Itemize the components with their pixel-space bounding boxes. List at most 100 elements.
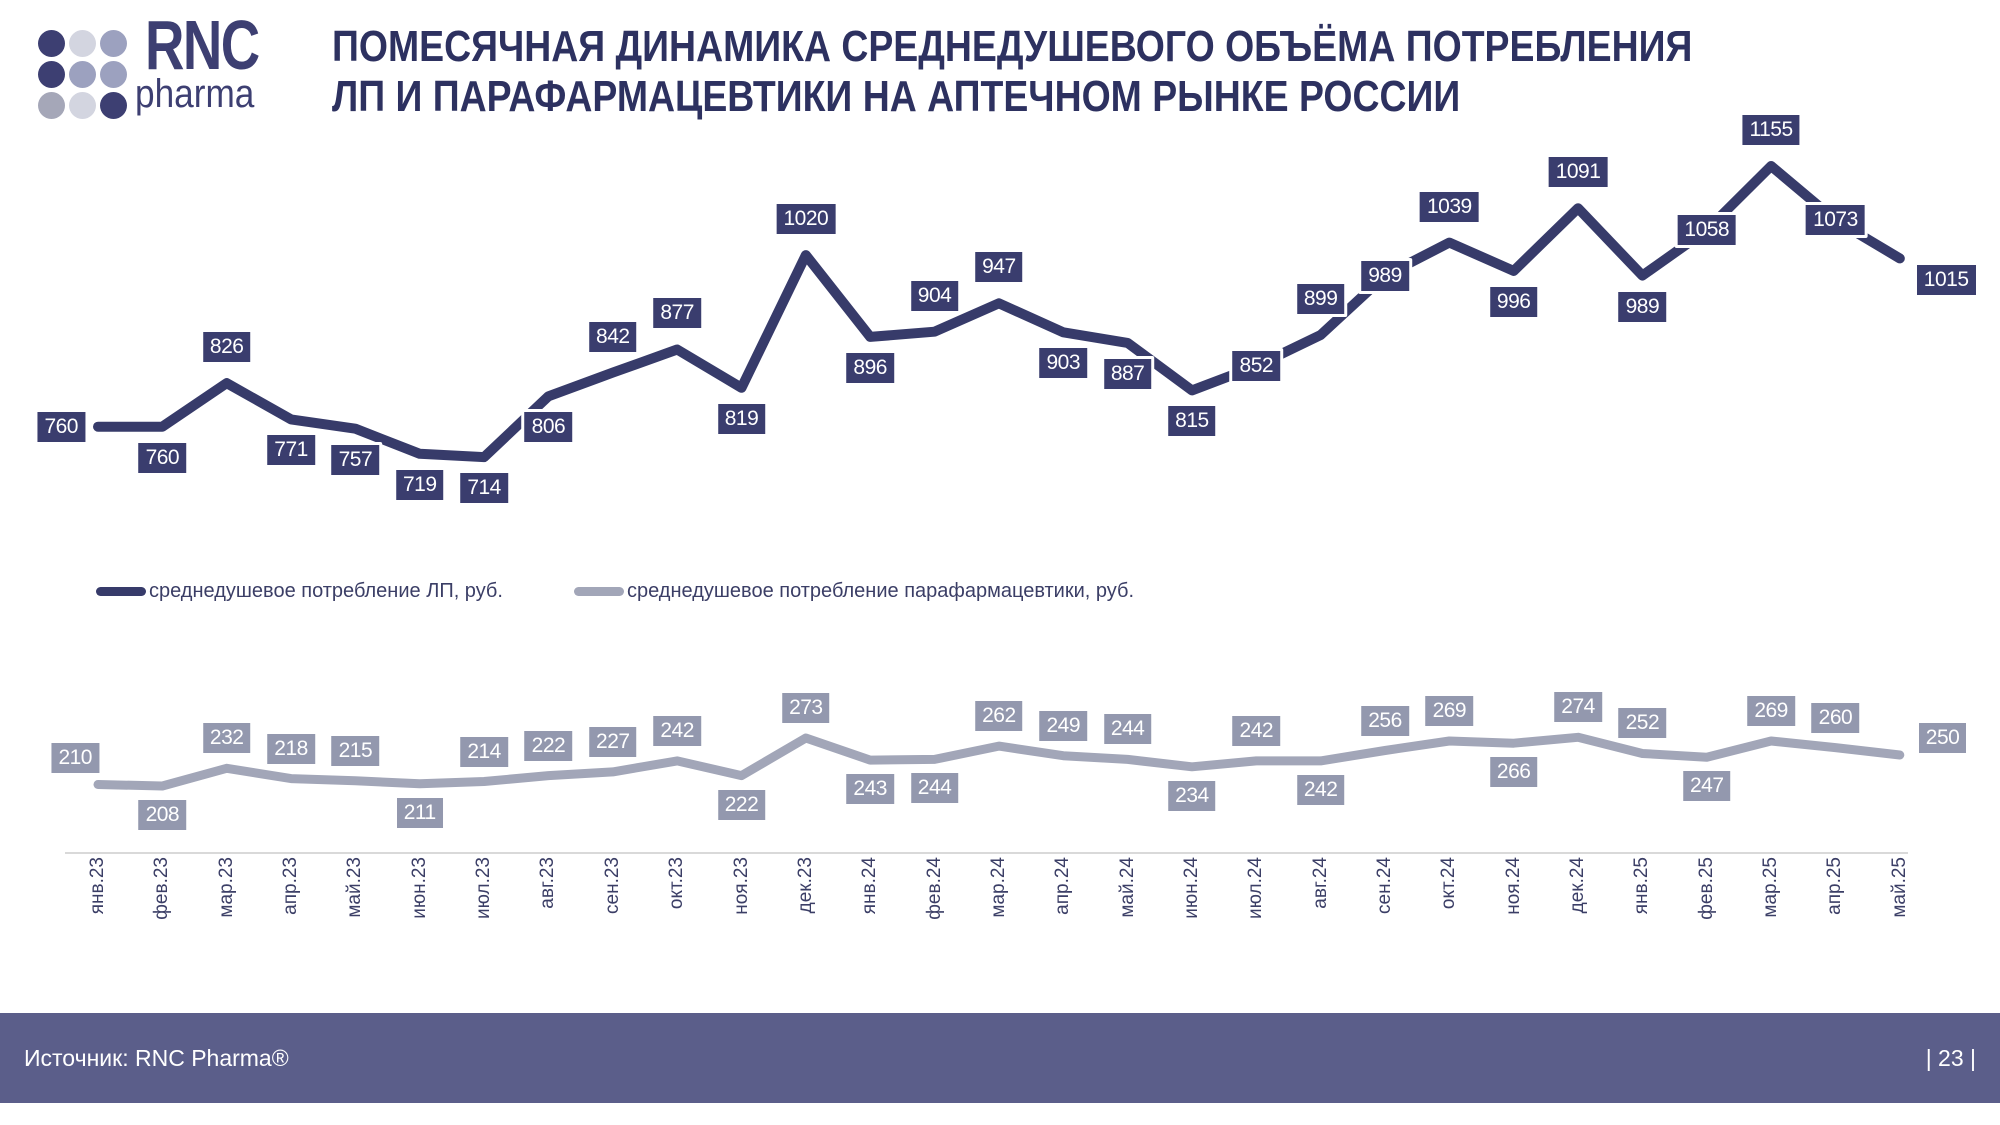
value-label-parapharma: 218: [264, 730, 318, 767]
value-label-parapharma: 232: [199, 720, 254, 757]
value-label-parapharma: 215: [328, 732, 383, 769]
x-axis-label: июл.24: [1245, 857, 1267, 919]
logo-dot: [38, 30, 65, 57]
value-label-lp: 1020: [773, 201, 839, 238]
x-axis-label: ноя.24: [1502, 857, 1524, 915]
logo-dot: [100, 61, 127, 88]
value-label-lp: 815: [1165, 403, 1219, 440]
value-label-parapharma: 242: [1293, 771, 1348, 808]
value-label-parapharma: 273: [779, 690, 833, 726]
x-axis-label: фев.23: [151, 857, 173, 920]
value-label-parapharma: 249: [1036, 707, 1091, 744]
value-label-lp: 819: [714, 400, 769, 437]
value-label-lp: 757: [328, 441, 383, 478]
value-label-lp: 1058: [1674, 212, 1740, 249]
legend-label-parapharma: среднедушевое потребление парафармацевти…: [627, 580, 1135, 602]
footer-bar: Источник: RNC Pharma® | 23 |: [0, 1013, 2000, 1103]
value-label-lp: 877: [650, 295, 704, 332]
legend-swatch-lp: [96, 587, 146, 596]
page-title: ПОМЕСЯЧНАЯ ДИНАМИКА СРЕДНЕДУШЕВОГО ОБЪЁМ…: [332, 22, 1692, 122]
value-label-lp: 771: [264, 432, 318, 469]
x-axis-label: апр.25: [1824, 857, 1846, 915]
value-label-parapharma: 244: [1100, 711, 1155, 748]
value-label-lp: 947: [972, 249, 1026, 286]
x-axis-label: май.25: [1888, 857, 1910, 918]
value-label-lp: 899: [1293, 280, 1348, 317]
value-label-lp: 1073: [1803, 202, 1868, 239]
value-label-lp: 896: [843, 349, 897, 386]
logo-dot: [69, 30, 96, 57]
logo-dots-grid: [38, 30, 127, 119]
x-axis-label: авг.23: [537, 857, 559, 909]
value-label-parapharma: 222: [714, 786, 769, 823]
value-label-parapharma: 269: [1744, 692, 1798, 729]
value-label-lp: 806: [521, 409, 576, 446]
value-label-parapharma: 269: [1422, 692, 1477, 729]
legend-label-lp: среднедушевое потребление ЛП, руб.: [149, 580, 503, 602]
value-label-lp: 1015: [1913, 262, 1979, 299]
x-axis-label: окт.24: [1438, 857, 1460, 910]
value-label-parapharma: 260: [1808, 699, 1863, 736]
value-label-parapharma: 222: [521, 727, 576, 764]
value-label-parapharma: 266: [1486, 754, 1541, 791]
x-axis-label: май.23: [344, 857, 366, 918]
value-label-parapharma: 211: [393, 794, 446, 831]
x-axis-label: апр.24: [1052, 857, 1074, 915]
value-label-parapharma: 234: [1165, 777, 1219, 814]
value-label-lp: 852: [1229, 347, 1284, 384]
x-axis-label: дек.23: [794, 857, 816, 914]
value-label-parapharma: 210: [48, 740, 102, 777]
logo-dot: [38, 92, 65, 119]
x-axis-label: июл.23: [473, 857, 495, 919]
value-label-parapharma: 256: [1358, 702, 1412, 739]
value-label-lp: 1039: [1416, 188, 1482, 225]
x-axis-label: янв.23: [87, 857, 108, 915]
value-label-lp: 1091: [1545, 154, 1611, 191]
x-axis-label: ноя.23: [730, 857, 752, 915]
x-axis-label: дек.24: [1567, 857, 1589, 914]
value-label-parapharma: 242: [650, 712, 704, 749]
x-axis-label: мар.25: [1760, 857, 1782, 918]
value-label-lp: 904: [907, 277, 962, 314]
value-label-parapharma: 243: [843, 771, 897, 808]
value-label-lp: 760: [34, 408, 88, 445]
rnc-pharma-logo: RNC pharma: [38, 10, 291, 119]
logo-dot: [69, 61, 96, 88]
x-axis-label: июн.23: [408, 857, 430, 919]
legend-swatch-parapharma: [574, 587, 624, 596]
x-axis-label: фев.24: [923, 857, 945, 920]
legend-item-lp: среднедушевое потребление ЛП, руб.: [96, 580, 503, 603]
value-label-parapharma: 227: [586, 723, 640, 760]
value-label-parapharma: 274: [1551, 689, 1605, 726]
value-label-lp: 714: [457, 470, 511, 507]
page-title-line-1: ПОМЕСЯЧНАЯ ДИНАМИКА СРЕДНЕДУШЕВОГО ОБЪЁМ…: [332, 22, 1693, 71]
x-axis-label: сен.24: [1374, 857, 1395, 914]
value-label-lp: 887: [1100, 355, 1155, 392]
logo-dot: [100, 30, 127, 57]
value-label-lp: 760: [135, 439, 190, 476]
value-label-lp: 719: [392, 466, 447, 503]
x-axis-label: окт.23: [666, 857, 688, 910]
x-axis-label: апр.23: [280, 857, 302, 915]
x-axis-label: мар.24: [987, 857, 1009, 918]
source-note: Источник: RNC Pharma®: [24, 1044, 289, 1071]
logo-dot: [69, 92, 96, 119]
x-axis-label: сен.23: [601, 857, 623, 914]
value-label-lp: 989: [1615, 288, 1670, 325]
x-axis-label: авг.24: [1309, 857, 1331, 909]
logo-dot: [100, 92, 127, 119]
value-label-lp: 989: [1358, 257, 1412, 294]
value-label-parapharma: 252: [1615, 705, 1670, 742]
logo-text: RNC pharma: [135, 10, 291, 114]
legend-item-parapharma: среднедушевое потребление парафармацевти…: [574, 580, 1134, 603]
x-axis-label: фев.25: [1695, 857, 1717, 920]
value-label-parapharma: 262: [972, 698, 1026, 735]
x-axis-label: мар.23: [215, 857, 237, 918]
value-label-parapharma: 242: [1229, 712, 1284, 749]
value-label-parapharma: 250: [1915, 719, 1970, 756]
value-label-parapharma: 244: [907, 770, 962, 807]
x-axis-label: янв.24: [859, 857, 881, 915]
x-axis-label: июн.24: [1180, 857, 1202, 919]
value-label-lp: 996: [1486, 283, 1541, 320]
